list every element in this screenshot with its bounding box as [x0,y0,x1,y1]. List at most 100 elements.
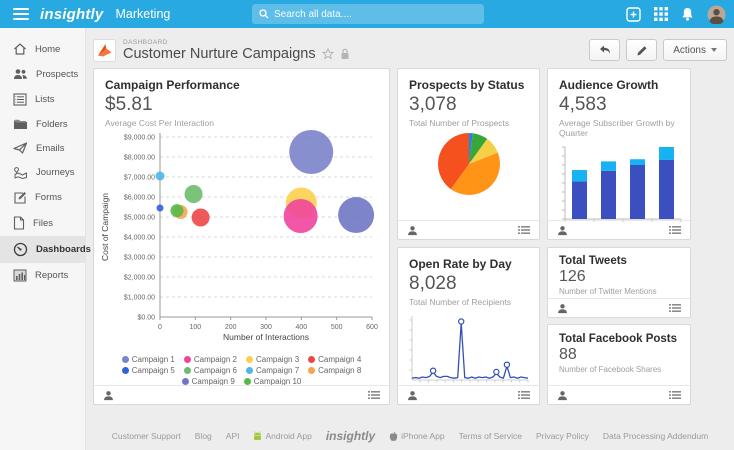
owner-user-icon[interactable] [407,225,418,236]
lock-icon [341,48,349,59]
sidebar-item-prospects[interactable]: Prospects [0,62,85,87]
pencil-icon [637,45,647,55]
search-box[interactable] [252,4,484,24]
card-subtitle: Total Number of Recipients [409,297,512,307]
sidebar-item-folders[interactable]: Folders [0,112,85,136]
owner-user-icon[interactable] [407,390,418,401]
card-metric: 4,583 [559,94,607,115]
legend-dot [121,356,129,363]
card-subtitle: Average Cost Per Interaction [105,118,214,128]
breadcrumb: DASHBOARD [123,38,168,46]
svg-text:200: 200 [225,324,237,331]
footer-link-android-app[interactable]: Android App [253,431,312,441]
svg-text:400: 400 [295,324,307,331]
user-avatar[interactable] [707,5,726,24]
legend-item: Campaign 3 [246,355,299,364]
sidebar-item-lists[interactable]: Lists [0,87,85,112]
legend-dot [246,367,253,374]
footer-link-privacy-policy[interactable]: Privacy Policy [535,431,589,441]
sidebar-item-label: Prospects [36,69,79,80]
sidebar-item-label: Dashboards [36,244,91,255]
main-content: DASHBOARD Customer Nurture Campaigns Act… [86,28,734,450]
dashboard-logo-tile [93,38,116,62]
legend-dot [181,378,189,385]
apple-icon [389,431,398,441]
svg-text:$5,000.00: $5,000.00 [124,215,155,222]
line-chart [409,316,529,383]
sidebar-item-reports[interactable]: Reports [0,263,85,288]
card-footer [548,220,690,239]
page-title: Customer Nurture Campaigns [123,45,316,62]
card-menu-icon[interactable] [518,225,530,235]
sidebar-item-dashboards[interactable]: Dashboards [0,236,91,263]
edit-button[interactable] [626,39,658,61]
card-subtitle: Number of Facebook Shares [559,365,662,374]
legend-item: Campaign 9 [181,377,235,386]
legend-item: Campaign 4 [308,355,361,364]
sidebar-item-forms[interactable]: Forms [0,185,85,210]
back-button[interactable] [589,39,621,61]
legend-item: Campaign 7 [246,366,299,375]
card-footer [398,385,539,404]
legend-item: Campaign 6 [183,366,237,375]
topbar: insightly Marketing [0,0,734,28]
card-open-rate-by-day: Open Rate by Day 8,028 Total Number of R… [397,247,540,405]
legend-dot [183,367,191,374]
sidebar-item-label: Forms [35,192,62,203]
search-input[interactable] [274,8,477,20]
apps-grid-icon[interactable] [654,7,668,21]
svg-text:Cost of Campaign: Cost of Campaign [100,193,110,261]
legend-item: Campaign 8 [308,366,361,375]
add-new-icon[interactable] [626,6,641,22]
card-menu-icon[interactable] [669,390,681,400]
page-header: DASHBOARD Customer Nurture Campaigns Act… [93,36,727,64]
card-metric: 3,078 [409,94,457,115]
legend-item: Campaign 2 [183,355,237,364]
sidebar-item-label: Home [35,43,61,55]
actions-button-label: Actions [673,44,706,56]
svg-text:$7,000.00: $7,000.00 [124,175,155,182]
sidebar-item-label: Emails [36,142,65,154]
page-footer: Customer Support Blog API Android App in… [86,429,734,443]
emails-icon [13,142,28,154]
card-menu-icon[interactable] [518,390,530,400]
sidebar-item-journeys[interactable]: Journeys [0,160,85,185]
owner-user-icon[interactable] [103,390,114,401]
brand-logo[interactable]: insightly [40,5,104,23]
card-menu-icon[interactable] [368,390,380,400]
card-audience-growth: Audience Growth 4,583 Average Subscriber… [547,68,691,240]
card-subtitle: Average Subscriber Growth by Quarter [559,118,675,138]
favorite-star-icon[interactable] [321,47,334,60]
sidebar-item-emails[interactable]: Emails [0,136,85,160]
sidebar-item-label: Files [33,217,54,229]
files-icon [13,216,25,230]
card-campaign-performance: Campaign Performance $5.81 Average Cost … [93,68,390,405]
card-menu-icon[interactable] [669,303,681,313]
footer-link-terms-of-service[interactable]: Terms of Service [458,431,522,441]
app-name[interactable]: Marketing [115,7,171,21]
svg-text:$2,000.00: $2,000.00 [124,275,155,282]
legend-item: Campaign 10 [243,377,301,386]
sidebar-item-label: Reports [35,270,69,281]
svg-text:$3,000.00: $3,000.00 [124,255,155,262]
home-icon [14,43,26,55]
footer-link-customer-support[interactable]: Customer Support [111,431,181,441]
card-menu-icon[interactable] [669,225,681,235]
actions-button[interactable]: Actions [663,39,727,61]
card-total-tweets: Total Tweets 126 Number of Twitter Menti… [547,247,691,318]
sidebar-item-files[interactable]: Files [0,210,85,236]
footer-link-blog[interactable]: Blog [194,431,212,441]
notifications-bell-icon[interactable] [681,7,694,21]
footer-link-data-processing-addendum[interactable]: Data Processing Addendum [602,431,709,441]
owner-user-icon[interactable] [557,390,568,401]
menu-icon[interactable] [13,8,29,20]
owner-user-icon[interactable] [557,225,568,236]
legend-item: Campaign 1 [121,355,175,364]
footer-insightly-logo[interactable]: insightly [325,429,376,443]
footer-link-iphone-app[interactable]: iPhone App [389,431,445,442]
card-footer [94,385,389,404]
owner-user-icon[interactable] [557,303,568,314]
footer-link-api[interactable]: API [225,431,240,441]
sidebar-item-home[interactable]: Home [0,36,85,62]
stacked-bar-chart [562,146,682,222]
